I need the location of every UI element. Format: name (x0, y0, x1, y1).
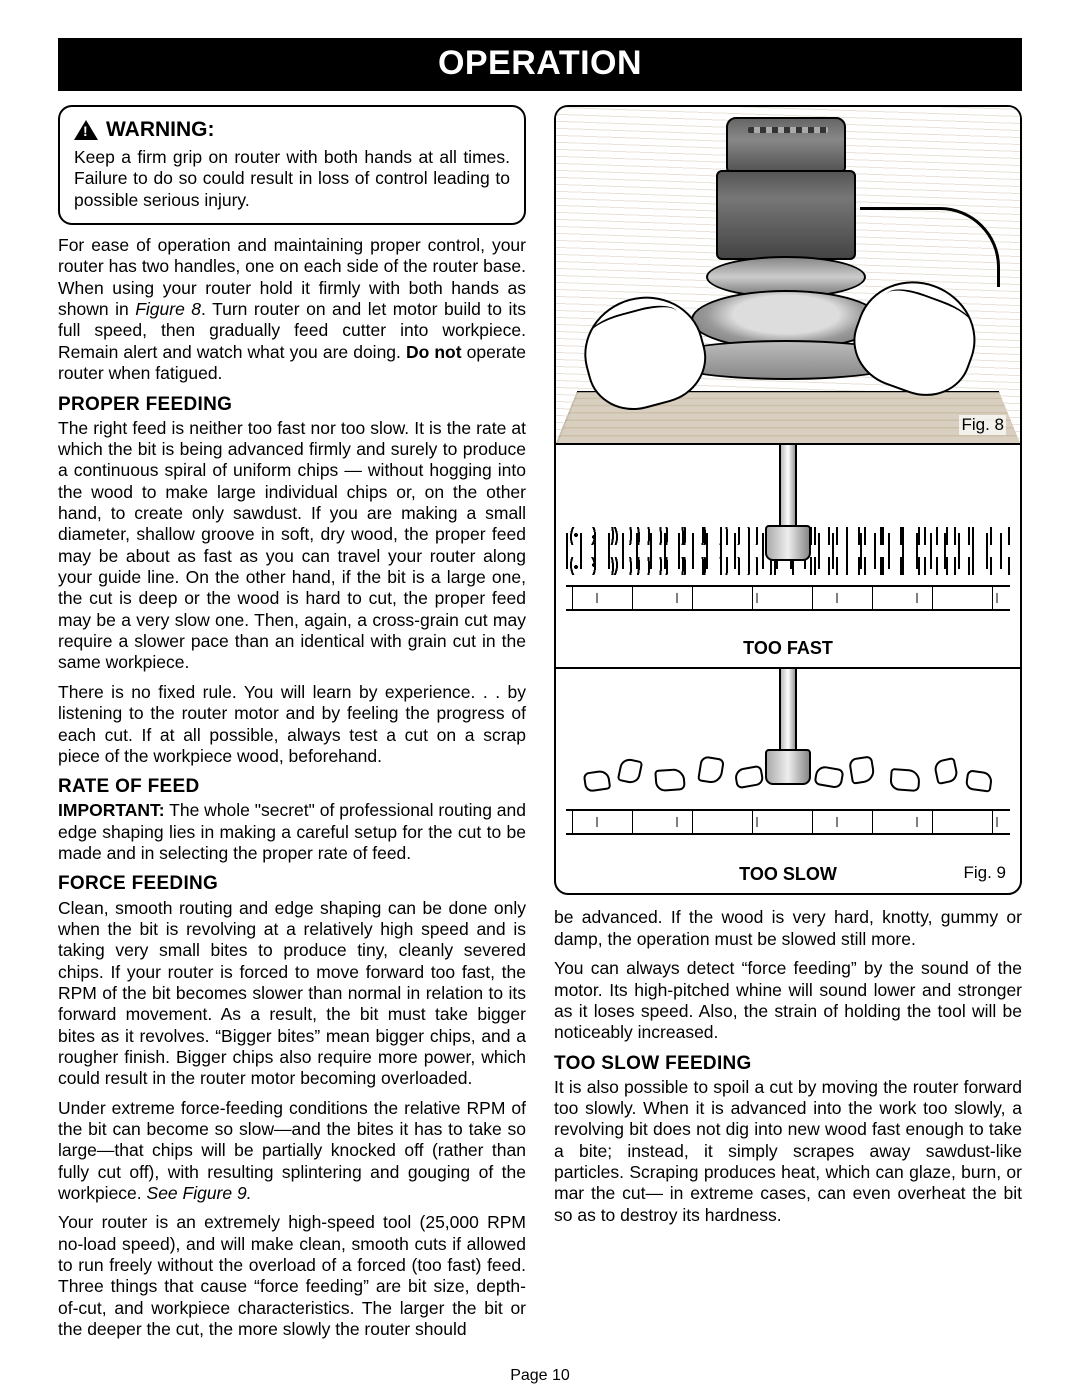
figure-ref: See Figure 9. (147, 1183, 252, 1203)
warning-triangle-icon (74, 120, 98, 140)
continuation-p2: You can always detect “force feeding” by… (554, 958, 1022, 1043)
important-label: IMPORTANT: (58, 800, 165, 820)
page-number: Page 10 (58, 1366, 1022, 1386)
section-banner: OPERATION (58, 38, 1022, 91)
power-cord-graphic (860, 207, 1000, 287)
warning-heading: WARNING: (74, 117, 510, 143)
continuation-p1: be advanced. If the wood is very hard, k… (554, 907, 1022, 950)
figure-8-illustration: Fig. 8 (556, 107, 1020, 445)
warning-heading-text: WARNING: (106, 117, 215, 143)
intro-bold: Do not (406, 342, 462, 362)
right-column: Fig. 8 TOO FAST (554, 105, 1022, 1348)
too-slow-section: TOO SLOW Fig. 9 (556, 669, 1020, 893)
figure-9-label: Fig. 9 (963, 863, 1006, 884)
heading-too-slow-feeding: TOO SLOW FEEDING (554, 1052, 1022, 1075)
heading-rate-of-feed: RATE OF FEED (58, 775, 526, 798)
proper-p1: The right feed is neither too fast nor t… (58, 418, 526, 674)
heading-proper-feeding: PROPER FEEDING (58, 393, 526, 416)
intro-paragraph: For ease of operation and maintaining pr… (58, 235, 526, 384)
warning-box: WARNING: Keep a firm grip on router with… (58, 105, 526, 225)
bit-cutter-graphic (765, 525, 811, 561)
bit-shaft-graphic (779, 669, 797, 754)
two-column-layout: WARNING: Keep a firm grip on router with… (58, 105, 1022, 1348)
figure-box: Fig. 8 TOO FAST (554, 105, 1022, 895)
warning-body: Keep a firm grip on router with both han… (74, 147, 510, 211)
groove-graphic (566, 809, 1010, 835)
figure-9-illustration: TOO FAST (556, 445, 1020, 893)
rate-p1: IMPORTANT: The whole "secret" of profess… (58, 800, 526, 864)
bit-shaft-graphic (779, 445, 797, 530)
figure-8-label: Fig. 8 (959, 415, 1006, 436)
too-fast-section: TOO FAST (556, 445, 1020, 669)
force-p2: Under extreme force-feeding conditions t… (58, 1098, 526, 1205)
too-fast-label: TOO FAST (556, 638, 1020, 660)
force-p3: Your router is an extremely high-speed t… (58, 1212, 526, 1340)
left-column: WARNING: Keep a firm grip on router with… (58, 105, 526, 1348)
bit-cutter-graphic (765, 749, 811, 785)
proper-p2: There is no fixed rule. You will learn b… (58, 682, 526, 767)
slow-p1: It is also possible to spoil a cut by mo… (554, 1077, 1022, 1226)
router-graphic (706, 117, 866, 417)
figure-ref: Figure 8 (135, 299, 201, 319)
groove-graphic (566, 585, 1010, 611)
force-text: Under extreme force-feeding conditions t… (58, 1098, 526, 1203)
heading-force-feeding: FORCE FEEDING (58, 872, 526, 895)
force-p1: Clean, smooth routing and edge shaping c… (58, 898, 526, 1090)
too-slow-label: TOO SLOW (556, 864, 1020, 886)
